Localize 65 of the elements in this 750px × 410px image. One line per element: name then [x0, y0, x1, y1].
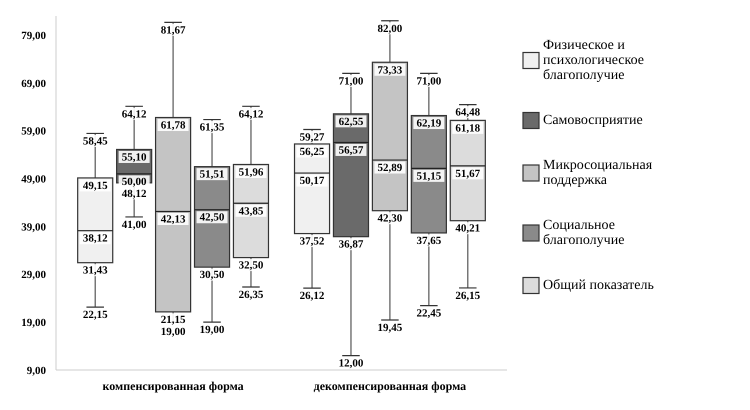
text: 64,12	[122, 108, 147, 120]
text: 56,57	[338, 144, 364, 156]
text: 61,18	[455, 122, 480, 134]
y-tick-label: 49,00	[21, 174, 46, 186]
text: 42,13	[160, 214, 186, 226]
text: 42,50	[200, 212, 224, 224]
text: 55,10	[122, 151, 147, 164]
text: 48,12	[122, 188, 147, 200]
text: 64,12	[238, 108, 264, 120]
text: 56,25	[300, 146, 324, 158]
y-tick-label: 79,00	[21, 30, 46, 42]
text: 64,48	[455, 106, 480, 119]
text: 26,12	[300, 290, 324, 302]
text: 62,55	[338, 116, 364, 128]
text: 19,00	[200, 324, 224, 336]
text: 52,89	[378, 162, 402, 174]
text: 31,43	[82, 264, 108, 277]
text: 26,35	[238, 289, 264, 301]
text: 61,35	[200, 122, 224, 134]
y-tick-label: 39,00	[21, 221, 46, 234]
text: 32,50	[238, 260, 264, 272]
text: 41,00	[122, 218, 147, 231]
text: 61,78	[160, 120, 186, 132]
text: 82,00	[378, 22, 402, 35]
text: 59,27	[300, 132, 324, 144]
text: 51,51	[200, 168, 224, 181]
text: 51,96	[238, 166, 264, 178]
text: 21,15	[160, 314, 186, 326]
legend-label: Микросоциальная поддержка	[543, 158, 653, 188]
text: 37,52	[300, 236, 324, 248]
text: 73,33	[378, 64, 402, 76]
text: 71,00	[338, 75, 364, 88]
text: 81,67	[160, 24, 186, 36]
legend-label: Физическое и психологическое благополучие	[543, 38, 644, 83]
y-tick-label: 29,00	[21, 269, 46, 282]
legend-label: Социальное благополучие	[543, 218, 624, 248]
text: 50,17	[300, 175, 324, 188]
text: 19,45	[378, 322, 402, 334]
legend-label: Общий показатель	[543, 278, 654, 293]
text: 22,15	[82, 309, 108, 322]
y-tick-label: 19,00	[21, 317, 46, 330]
text: 58,45	[82, 135, 108, 148]
y-tick-label: 59,00	[21, 126, 46, 138]
text: 38,12	[82, 232, 108, 245]
text: 50,00	[122, 176, 147, 188]
text: 12,00	[338, 358, 364, 370]
text: 71,00	[416, 75, 442, 88]
text: 40,21	[455, 222, 480, 235]
text: 62,19	[416, 118, 442, 130]
text: 26,15	[455, 290, 480, 302]
y-tick-label: 9,00	[26, 364, 46, 377]
legend-label: Самовосприятие	[543, 113, 643, 128]
x-tick-label: декомпенсированная форма	[314, 379, 466, 393]
y-tick-label: 69,00	[21, 78, 46, 90]
x-tick-label: компенсированная форма	[102, 379, 244, 393]
text: 49,15	[82, 180, 108, 192]
text: 37,65	[416, 234, 442, 247]
text: 51,15	[416, 170, 442, 182]
text: 51,67	[455, 168, 480, 180]
text: 19,00	[160, 326, 186, 338]
text: 43,85	[238, 205, 264, 218]
text: 30,50	[200, 269, 224, 282]
text: 36,87	[338, 238, 364, 251]
text: 22,45	[416, 308, 442, 320]
text: 42,30	[378, 212, 402, 225]
